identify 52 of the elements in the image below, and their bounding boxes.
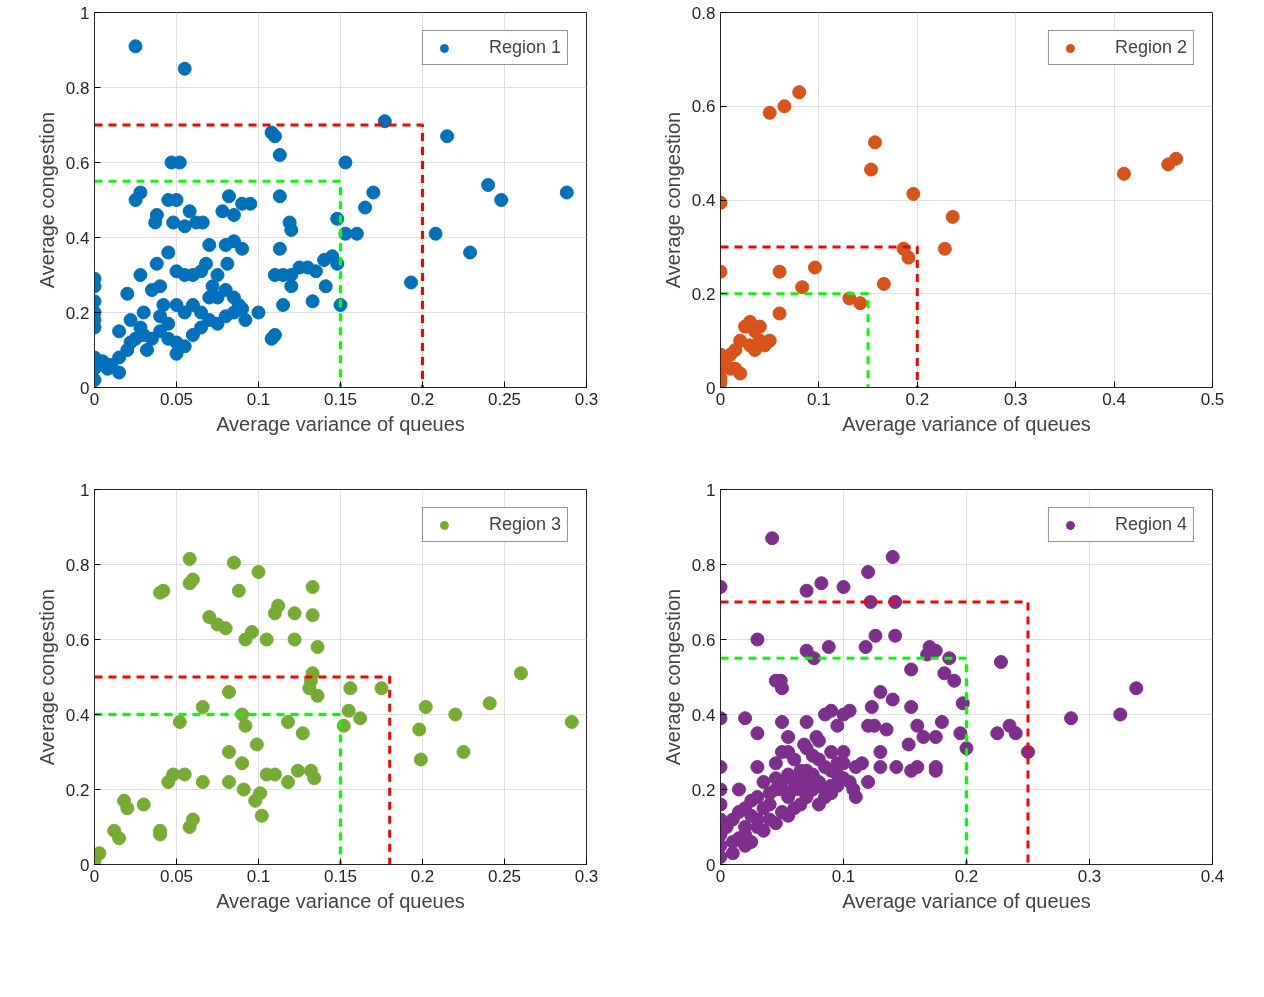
y-tick-label: 0.8	[65, 555, 90, 575]
y-tick-label: 0.8	[65, 78, 90, 98]
x-tick-label: 0.4	[1102, 389, 1126, 409]
x-tick-label: 0.2	[410, 389, 435, 409]
x-axis-title: Average variance of queues	[216, 412, 465, 435]
x-tick-label: 0.3	[574, 866, 599, 886]
y-axis-title: Average congestion	[35, 111, 58, 289]
x-axis-title: Average variance of queues	[842, 412, 1091, 435]
y-tick-label: 0.6	[691, 630, 716, 650]
y-tick-label: 0.4	[691, 191, 716, 210]
x-tick-label: 0.4	[1200, 866, 1225, 886]
y-tick-label: 0.2	[65, 303, 90, 323]
y-tick-label: 0.2	[691, 284, 716, 304]
y-tick-label: 1	[80, 480, 90, 500]
x-tick-label: 0.1	[807, 389, 831, 409]
y-tick-label: 0.4	[65, 705, 90, 725]
x-tick-label: 0.3	[574, 389, 599, 409]
x-tick-label: 0.1	[246, 389, 271, 409]
x-tick-label: 0.05	[159, 389, 194, 409]
y-axis-title: Average congestion	[661, 588, 684, 766]
x-tick-label: 0.2	[954, 866, 979, 886]
legend-label: Region 1	[488, 37, 561, 58]
x-axis-title: Average variance of queues	[842, 889, 1091, 912]
legend-label: Region 4	[1114, 514, 1187, 535]
y-tick-label: 1	[706, 480, 716, 500]
y-tick-label: 0.6	[65, 153, 90, 173]
y-tick-label: 0.8	[691, 555, 716, 575]
x-tick-label: 0.2	[410, 866, 435, 886]
y-tick-label: 1	[80, 3, 90, 23]
x-tick-label: 0.3	[1003, 389, 1028, 409]
x-tick-label: 0.25	[487, 389, 522, 409]
x-tick-label: 0.15	[323, 866, 358, 886]
y-tick-label: 0.6	[691, 97, 716, 117]
x-axis-title: Average variance of queues	[216, 889, 465, 912]
x-tick-label: 0.1	[831, 866, 856, 886]
x-tick-label: 0.25	[487, 866, 522, 886]
x-tick-label: 0.2	[905, 389, 930, 409]
legend-label: Region 2	[1114, 37, 1187, 58]
x-tick-label: 0.1	[246, 866, 271, 886]
legend-label: Region 3	[488, 514, 561, 535]
x-tick-label: 0.5	[1200, 389, 1225, 409]
x-tick-label: 0.3	[1077, 866, 1102, 886]
y-axis-title: Average congestion	[35, 588, 58, 766]
y-tick-label: 0.2	[65, 780, 90, 800]
y-axis-title: Average congestion	[661, 111, 684, 289]
x-tick-label: 0.15	[323, 389, 358, 409]
y-tick-label: 0.2	[691, 780, 716, 800]
y-tick-label: 0.8	[691, 3, 716, 23]
y-tick-label: 0.6	[65, 630, 90, 650]
x-tick-label: 0.05	[159, 866, 194, 886]
y-tick-label: 0.4	[65, 228, 90, 248]
y-tick-label: 0.4	[691, 705, 716, 725]
